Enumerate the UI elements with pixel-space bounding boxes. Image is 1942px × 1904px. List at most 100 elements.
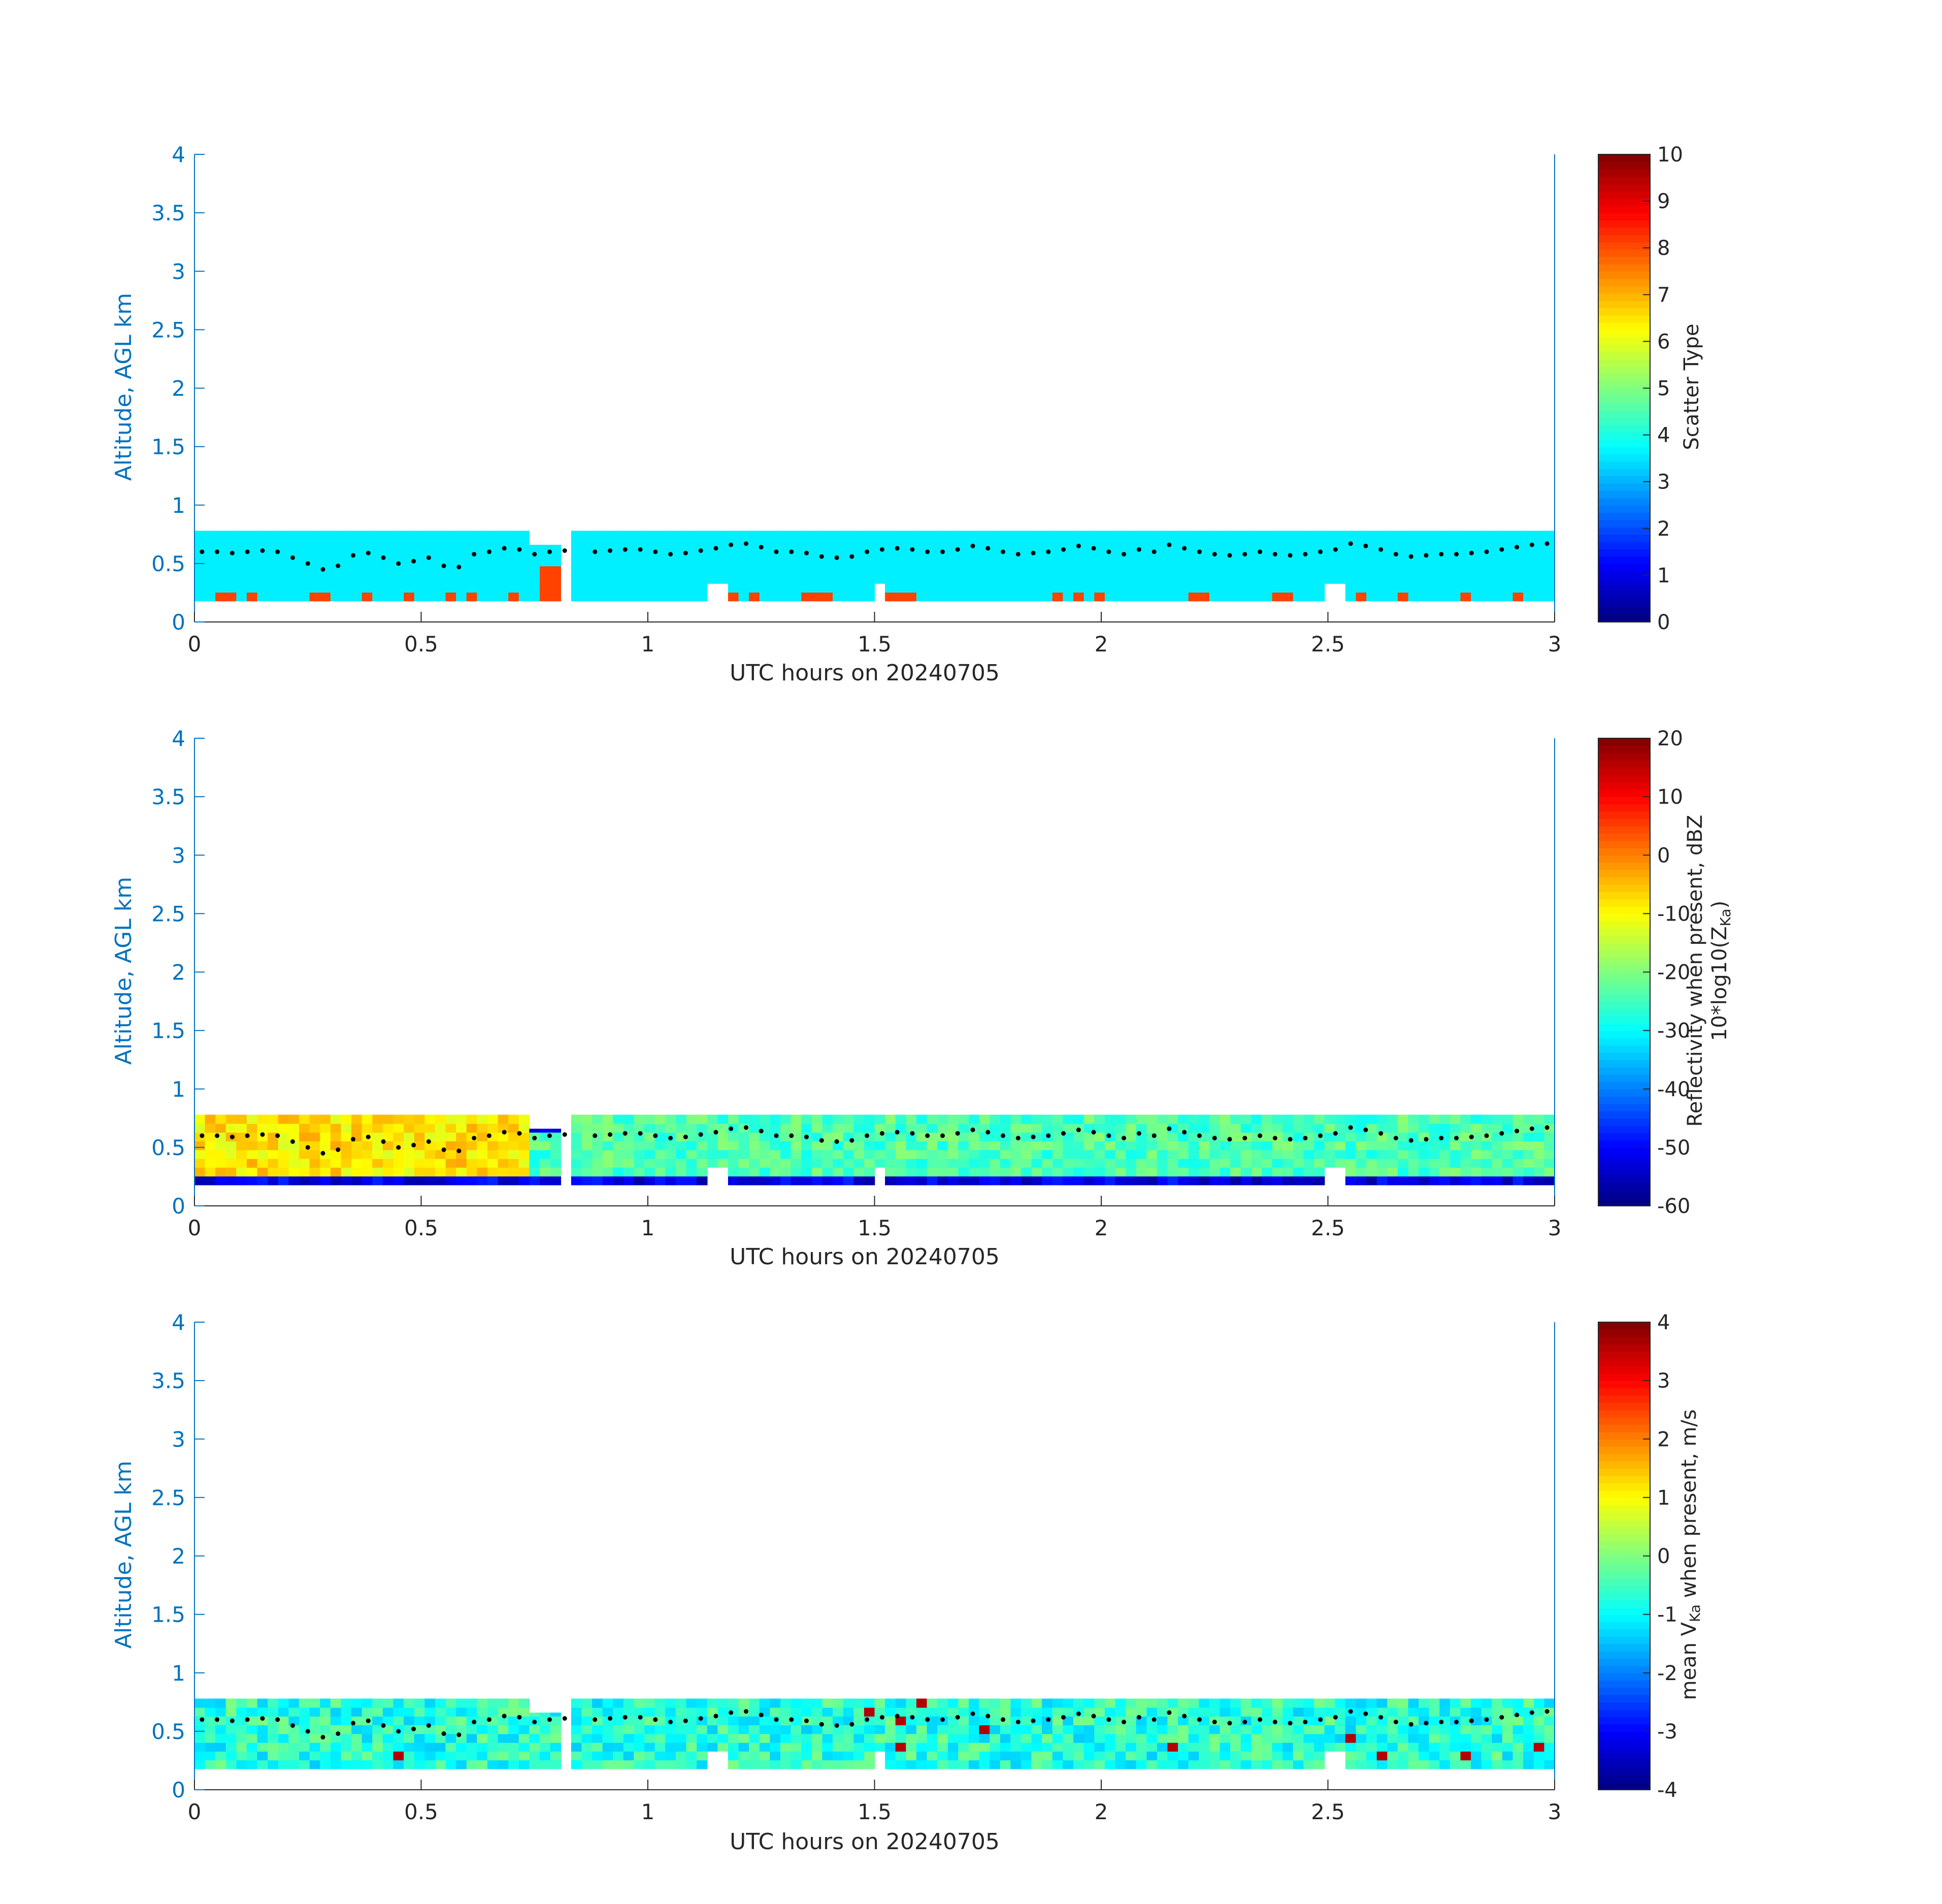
heatmap-cell [717, 566, 729, 575]
heatmap-cell [1031, 1123, 1042, 1133]
heatmap-cell [979, 1716, 990, 1725]
heatmap-cell [1094, 1760, 1105, 1769]
heatmap-cell [508, 1150, 519, 1159]
heatmap-cell [1345, 1760, 1357, 1769]
heatmap-cell [393, 1167, 404, 1177]
heatmap-cell [738, 1141, 749, 1151]
heatmap-cell [361, 1760, 373, 1769]
heatmap-cell [969, 1141, 980, 1151]
heatmap-cell [623, 1725, 635, 1734]
heatmap-cell [1136, 1725, 1147, 1734]
colorbar-swatch [1598, 1672, 1650, 1681]
heatmap-cell [404, 1760, 415, 1769]
heatmap-cell [1324, 1733, 1335, 1743]
heatmap-cell [550, 1742, 562, 1752]
heatmap-cell [623, 574, 635, 584]
heatmap-cell [1481, 1751, 1493, 1761]
heatmap-cell [288, 1114, 300, 1124]
heatmap-cell [1366, 1132, 1377, 1141]
heatmap-cell [1397, 1123, 1409, 1133]
heatmap-cell [697, 1698, 708, 1708]
heatmap-cell [320, 557, 331, 567]
heatmap-cell [958, 1760, 969, 1769]
heatmap-cell [717, 1114, 729, 1124]
heatmap-cell [1397, 1141, 1409, 1151]
heatmap-cell [487, 1698, 499, 1708]
heatmap-cell [1230, 1725, 1241, 1734]
heatmap-cell [853, 1150, 865, 1159]
heatmap-cell [644, 1132, 655, 1141]
heatmap-cell [1523, 1150, 1534, 1159]
heatmap-cell [477, 1123, 488, 1133]
heatmap-cell [1251, 592, 1262, 602]
heatmap-cell [247, 566, 258, 575]
colorbar-swatch [1598, 804, 1650, 812]
heatmap-cell [1031, 1751, 1042, 1761]
cloud-base-dot [441, 1731, 446, 1736]
heatmap-cell [738, 1698, 749, 1708]
heatmap-cell [1460, 1716, 1471, 1725]
heatmap-cell [236, 583, 247, 593]
heatmap-cell [1010, 1725, 1022, 1734]
colorbar-swatch [1598, 1147, 1650, 1156]
colorbar-swatch [1598, 1074, 1650, 1082]
cloud-base-dot [215, 549, 220, 554]
cloud-base-dot [1469, 550, 1474, 555]
heatmap-cell [278, 1751, 289, 1761]
heatmap-cell [540, 1742, 551, 1752]
heatmap-cell [634, 1176, 645, 1186]
heatmap-cell [728, 574, 739, 584]
heatmap-cell [592, 592, 603, 602]
heatmap-cell [1376, 1733, 1388, 1743]
heatmap-cell [508, 1114, 519, 1124]
heatmap-cell [1492, 1114, 1503, 1124]
heatmap-cell [623, 1707, 635, 1717]
heatmap-cell [247, 1123, 258, 1133]
heatmap-cell [602, 1141, 614, 1151]
colorbar-swatch [1598, 987, 1650, 995]
heatmap-cell [728, 583, 739, 593]
heatmap-cell [979, 531, 990, 540]
heatmap-cell [1094, 583, 1105, 593]
heatmap-cell [843, 539, 854, 549]
heatmap-cell [351, 1725, 363, 1734]
heatmap-cell [1544, 583, 1555, 593]
heatmap-cell [780, 557, 792, 567]
colorbar-swatch [1598, 1585, 1650, 1593]
heatmap-cell [299, 1158, 310, 1168]
heatmap-cell [1345, 566, 1357, 575]
cloud-base-dot [1015, 552, 1021, 556]
heatmap-cell [1073, 592, 1084, 602]
heatmap-cell [791, 1167, 802, 1177]
heatmap-cell [707, 1150, 718, 1159]
heatmap-cell [759, 1742, 771, 1752]
heatmap-cell [278, 583, 289, 593]
heatmap-cell [1115, 1167, 1126, 1177]
heatmap-cell [1000, 566, 1011, 575]
heatmap-cell [268, 1760, 279, 1769]
heatmap-cell [1031, 1760, 1042, 1769]
heatmap-cell [1272, 1698, 1283, 1708]
heatmap-cell [498, 557, 509, 567]
heatmap-cell [414, 583, 425, 593]
heatmap-cell [487, 539, 499, 549]
heatmap-cell [1199, 1158, 1210, 1168]
heatmap-cell [1220, 1742, 1231, 1752]
heatmap-cell [1262, 539, 1273, 549]
heatmap-cell [518, 539, 530, 549]
heatmap-cell [811, 1167, 823, 1177]
heatmap-cell [247, 1716, 258, 1725]
heatmap-cell [990, 1114, 1001, 1124]
heatmap-cell [435, 1150, 446, 1159]
heatmap-cell [1324, 1114, 1335, 1124]
heatmap-cell [278, 1725, 289, 1734]
cloud-base-dot [1529, 542, 1534, 547]
heatmap-cell [361, 1733, 373, 1743]
heatmap-cell [1481, 1150, 1493, 1159]
heatmap-cell [1408, 1760, 1419, 1769]
heatmap-cell [613, 1751, 624, 1761]
heatmap-cell [1366, 1751, 1377, 1761]
heatmap-cell [697, 592, 708, 602]
heatmap-cell [1052, 1141, 1064, 1151]
heatmap-cell [947, 574, 959, 584]
